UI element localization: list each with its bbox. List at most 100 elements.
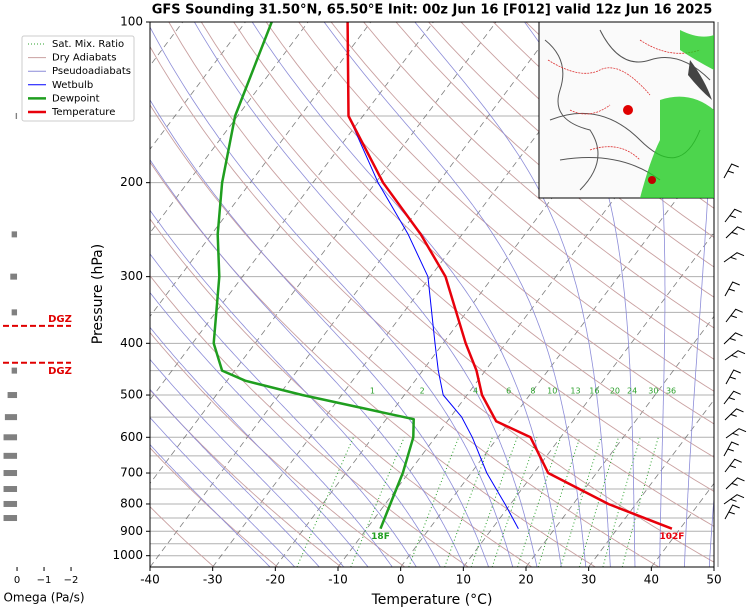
pseudoadiabat [150,388,320,567]
isotherm [212,22,622,567]
mixing-ratio-label: 8 [530,387,535,396]
isotherm [400,148,714,567]
omega-bar [3,486,18,493]
dry-adiabat [265,22,714,425]
isotherm [588,399,714,567]
mixing-ratio-label: 36 [666,387,676,396]
mixing-ratio-label: 10 [547,387,557,396]
mixing-ratio-line [602,437,641,567]
mixing-ratio-line [621,437,659,567]
dgz-label: DGZ [48,314,72,325]
mixing-ratio-label: 16 [589,387,599,396]
omega-tick-label: 0 [14,575,20,586]
x-tick-label: -40 [140,573,160,587]
wind-barb [724,281,740,297]
pseudoadiabat [150,99,489,567]
omega-bar [10,273,18,280]
pseudoadiabat [194,22,538,567]
wind-barb [723,332,743,345]
dgz-label: DGZ [48,366,72,377]
dry-adiabat [150,274,469,567]
legend-box [21,35,135,122]
isotherm [150,22,372,317]
mixing-ratio-label: 2 [420,387,425,396]
wind-barb [723,494,745,505]
mixing-ratio-label: 30 [648,387,658,396]
dry-adiabat [150,104,660,567]
wind-barb [725,369,741,385]
x-tick-label: 0 [397,573,405,587]
omega-bar [11,231,18,238]
mixing-ratio-label: 24 [627,387,637,396]
dry-adiabat [428,22,714,268]
dry-adiabat [200,22,714,492]
y-tick-label: 800 [120,496,143,510]
x-tick-label: -10 [328,573,348,587]
x-axis-label: Temperature (°C) [371,592,493,608]
omega-bar [3,452,18,459]
legend-label: Sat. Mix. Ratio [52,39,124,50]
pseudoadiabat [414,22,611,567]
pseudoadiabat [150,26,514,567]
dry-adiabat [363,22,714,329]
pseudoadiabat [150,416,296,567]
x-tick-label: 50 [706,573,721,587]
dry-adiabat [150,331,405,567]
x-tick-label: 10 [456,573,471,587]
sounding-line [348,115,519,529]
pseudoadiabat [251,22,562,567]
wind-barb [723,390,741,405]
y-tick-label: 1000 [112,548,143,562]
mixing-ratio-label: 20 [610,387,620,396]
dry-adiabat [150,45,714,563]
omega-bar [11,367,18,374]
y-tick-label: 600 [120,430,143,444]
omega-tick-label: −1 [37,575,52,586]
mixing-ratio-label: 13 [570,387,580,396]
dry-adiabat [150,218,533,567]
y-tick-label: 500 [120,388,143,402]
isotherm [337,64,714,567]
mixing-ratio-line [537,437,581,567]
mixing-ratio-line [579,437,619,567]
legend-label: Dry Adiabats [52,53,116,64]
omega-tick-label: −2 [64,575,79,586]
plot-area [150,22,714,567]
dry-adiabat [330,22,714,360]
chart-title: GFS Sounding 31.50°N, 65.50°E Init: 00z … [152,3,713,18]
pseudoadiabat [630,22,666,567]
wind-barb [723,252,745,263]
y-tick-label: 700 [120,466,143,480]
y-tick-label: 300 [120,269,143,283]
omega-bar [7,392,18,399]
y-axis-label: Pressure (hPa) [90,244,106,344]
mixing-ratio-label: 6 [506,387,511,396]
dry-adiabat [233,22,714,458]
dry-adiabat [168,22,714,527]
wind-barb [725,477,745,490]
wind-barb [723,163,739,179]
surface-label: 18F [371,532,390,542]
mixing-ratio-line [517,437,562,567]
isotherm [525,315,714,567]
mixing-ratio-label: 4 [473,387,478,396]
wind-barb [724,504,740,520]
mixing-ratio-line [560,437,602,567]
legend: Sat. Mix. Ratio Dry Adiabats Pseudoadiabat… [21,35,135,122]
isotherm [150,22,497,485]
inset-map [538,21,715,199]
dry-adiabat [150,506,215,567]
legend-label: Temperature [51,107,115,118]
pseudoadiabat [150,209,441,567]
omega-bar [3,470,18,477]
omega-bar [3,434,18,441]
legend-label: Dewpoint [52,93,100,104]
wind-barb [725,226,745,239]
x-tick-label: -30 [203,573,223,587]
legend-label: Wetbulb [52,80,93,91]
y-tick-label: 100 [120,15,143,29]
mixing-ratio-line [444,437,493,567]
mixing-ratio-line [491,437,538,567]
omega-bar [15,112,18,119]
